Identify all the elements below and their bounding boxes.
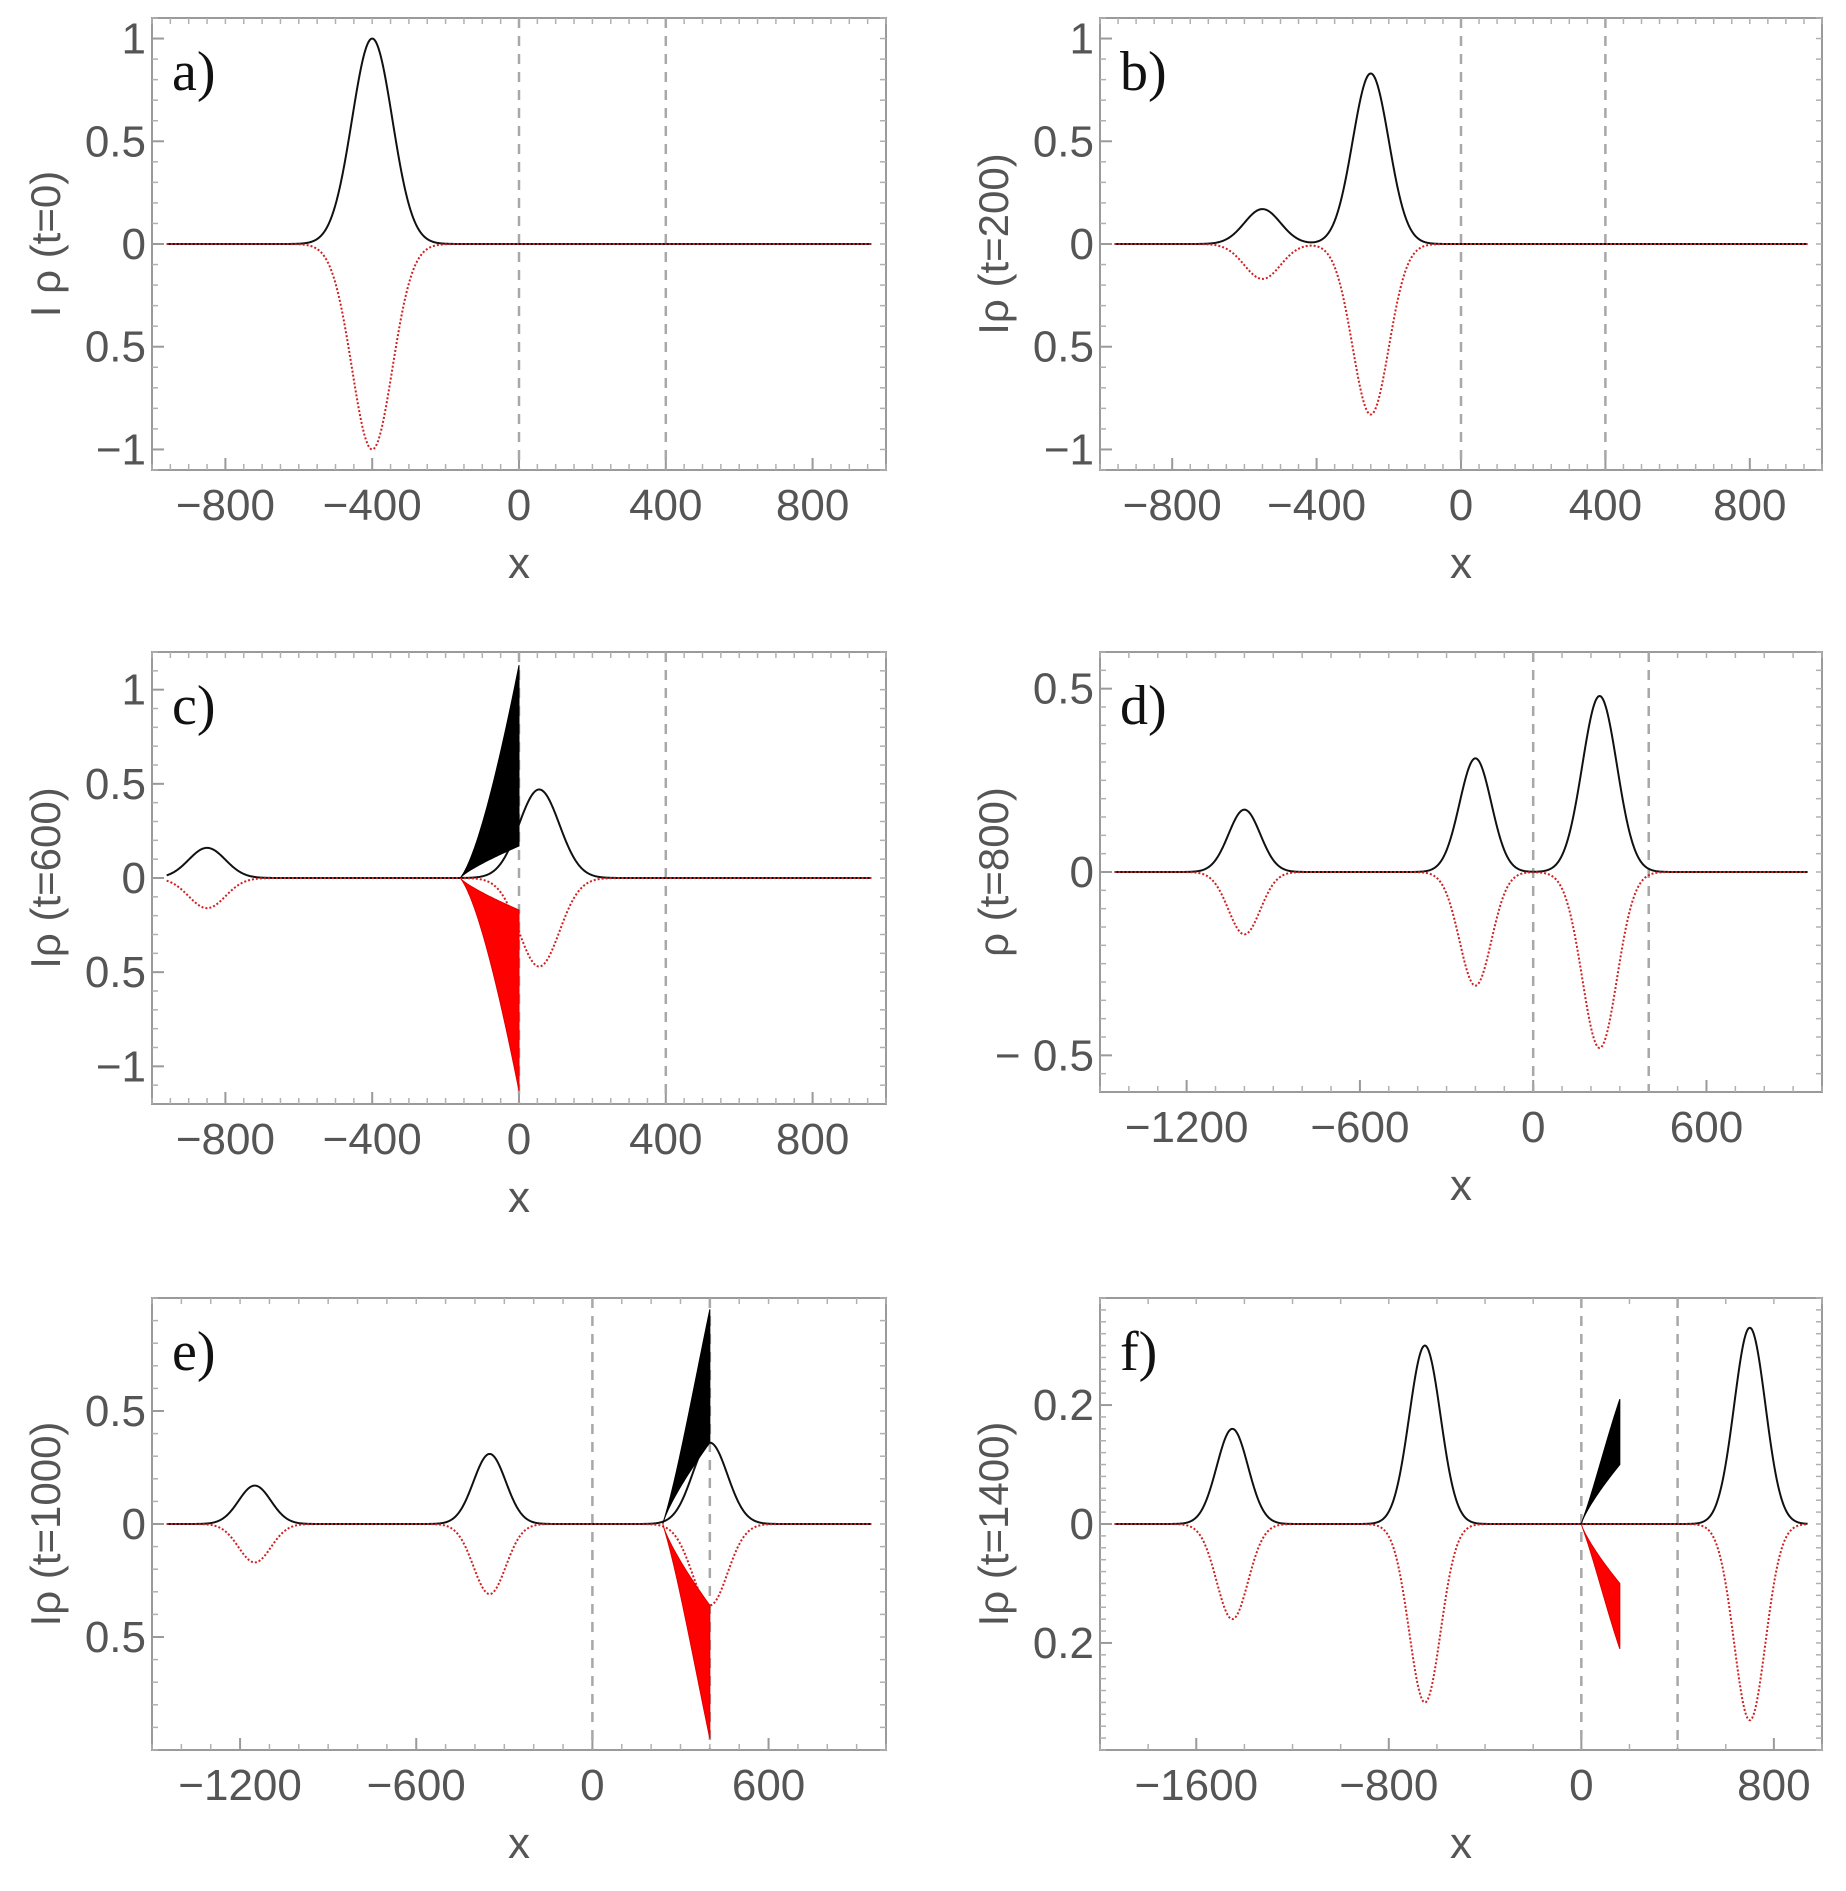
y-axis-label: I ρ (t=0): [22, 171, 69, 317]
x-tick-label: −800: [176, 481, 275, 530]
x-tick-label: 800: [1713, 481, 1786, 530]
x-tick-label: −800: [176, 1115, 275, 1164]
y-axis-label: Iρ (t=1400): [970, 1422, 1017, 1627]
y-tick-label: −1: [96, 1042, 146, 1091]
x-axis-label: x: [1450, 1161, 1472, 1210]
y-tick-label: 0: [1070, 848, 1094, 897]
x-tick-label: 400: [629, 1115, 702, 1164]
series-positive-line: [166, 37, 872, 245]
series-positive-line: [1114, 1326, 1808, 1525]
panel-e: −1200 −600 0 600 0.5 0 0.5 x Iρ (t=1000) e): [22, 1297, 887, 1868]
series-negative-line: [1114, 871, 1808, 1050]
series-negative-line: [1114, 1523, 1808, 1722]
y-tick-label: −1: [1044, 425, 1094, 474]
filled-region-negative: [662, 1523, 711, 1739]
x-tick-label: 600: [1670, 1103, 1743, 1152]
x-tick-label: −1600: [1134, 1761, 1258, 1810]
x-axis-label: x: [508, 539, 530, 588]
panel-b: −800 −400 0 400 800 1 0.5 0 0.5 −1 x Iρ (t=200) b): [970, 15, 1823, 588]
x-tick-label: 800: [1737, 1761, 1810, 1810]
y-tick-label: 0.5: [85, 948, 146, 997]
series-positive-line: [1114, 694, 1808, 873]
y-tick-label: 0.5: [85, 760, 146, 809]
x-tick-label: −600: [367, 1761, 466, 1810]
panel-tag: d): [1120, 675, 1167, 737]
x-tick-label: 800: [776, 481, 849, 530]
x-tick-label: 800: [776, 1115, 849, 1164]
y-tick-label: 0: [122, 220, 146, 269]
y-tick-label: 0: [1070, 220, 1094, 269]
y-tick-label: 0.5: [85, 323, 146, 372]
panel-tag: f): [1120, 1321, 1157, 1383]
panel-tag: b): [1120, 41, 1167, 103]
filled-region-negative: [459, 877, 520, 1091]
x-tick-label: −400: [323, 481, 422, 530]
x-axis-label: x: [1450, 1819, 1472, 1868]
x-tick-label: −1200: [178, 1761, 302, 1810]
series-positive-line: [166, 1441, 872, 1525]
y-tick-label: 0: [1070, 1500, 1094, 1549]
y-tick-label: − 0.5: [995, 1031, 1094, 1080]
y-tick-label: 0: [122, 854, 146, 903]
filled-region-negative: [1580, 1523, 1621, 1650]
x-tick-label: 0: [1569, 1761, 1593, 1810]
x-tick-label: 0: [507, 481, 531, 530]
panel-a: −800 −400 0 400 800 1 0.5 0 0.5 −1 x I ρ (t=0) a): [22, 15, 887, 588]
x-tick-label: −1200: [1125, 1103, 1249, 1152]
x-tick-label: 0: [1449, 481, 1473, 530]
x-tick-label: 0: [1521, 1103, 1545, 1152]
y-tick-label: 0.5: [85, 1613, 146, 1662]
filled-region-positive: [662, 1309, 711, 1525]
y-tick-label: 0.5: [85, 1387, 146, 1436]
y-tick-label: 0.2: [1033, 1619, 1094, 1668]
series-negative-line: [1114, 243, 1808, 416]
x-tick-label: −400: [323, 1115, 422, 1164]
x-tick-label: 400: [629, 481, 702, 530]
y-axis-label: ρ (t=800): [970, 787, 1017, 957]
x-tick-label: 600: [732, 1761, 805, 1810]
panel-f: −1600 −800 0 800 0.2 0 0.2 x Iρ (t=1400) f): [970, 1297, 1823, 1868]
y-tick-label: 1: [122, 15, 146, 64]
x-tick-label: −800: [1339, 1761, 1438, 1810]
panel-c: −800 −400 0 400 800 1 0.5 0 0.5 −1 x Iρ (t=600) c): [22, 651, 887, 1222]
x-axis-label: x: [1450, 539, 1472, 588]
x-tick-label: −800: [1123, 481, 1222, 530]
x-tick-label: −600: [1310, 1103, 1409, 1152]
x-axis-label: x: [508, 1173, 530, 1222]
y-tick-label: 0: [122, 1500, 146, 1549]
series-negative-line: [166, 1523, 872, 1607]
panel-tag: c): [172, 675, 216, 737]
x-tick-label: 400: [1569, 481, 1642, 530]
y-tick-label: 1: [1070, 15, 1094, 64]
y-axis-label: Iρ (t=200): [970, 153, 1017, 334]
series-negative-line: [166, 243, 872, 451]
y-tick-label: 0.5: [85, 117, 146, 166]
x-axis-label: x: [508, 1819, 530, 1868]
y-tick-label: 0.5: [1033, 117, 1094, 166]
filled-region-positive: [1580, 1398, 1621, 1525]
y-tick-label: 1: [122, 666, 146, 715]
x-tick-label: −400: [1267, 481, 1366, 530]
panel-tag: a): [172, 41, 216, 103]
panel-tag: e): [172, 1321, 216, 1383]
y-tick-label: 0.5: [1033, 665, 1094, 714]
y-tick-label: 0.2: [1033, 1381, 1094, 1430]
filled-region-positive: [459, 665, 520, 879]
x-tick-label: 0: [507, 1115, 531, 1164]
x-tick-label: 0: [580, 1761, 604, 1810]
y-axis-label: Iρ (t=1000): [22, 1422, 69, 1627]
y-tick-label: −1: [96, 425, 146, 474]
y-tick-label: 0.5: [1033, 323, 1094, 372]
panel-d: −1200 −600 0 600 0.5 0 − 0.5 x ρ (t=800) d): [970, 651, 1823, 1210]
plot-frame: [1099, 1297, 1823, 1751]
y-axis-label: Iρ (t=600): [22, 787, 69, 968]
series-positive-line: [1114, 72, 1808, 245]
